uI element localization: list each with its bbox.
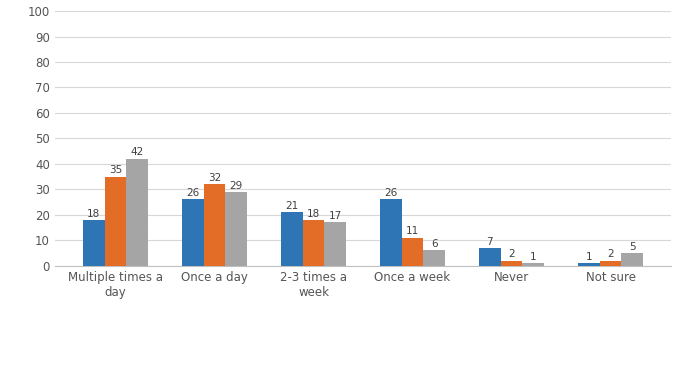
Bar: [203, 184, 225, 266]
Bar: [105, 176, 127, 266]
Bar: [303, 220, 325, 266]
Text: 26: 26: [384, 188, 397, 198]
Legend: Grades 1-4, Grades 5-7, Grades 8-10: Grades 1-4, Grades 5-7, Grades 8-10: [218, 368, 508, 369]
Bar: [479, 248, 501, 266]
Bar: [423, 251, 445, 266]
Bar: [182, 200, 203, 266]
Bar: [127, 159, 148, 266]
Bar: [380, 200, 401, 266]
Bar: [621, 253, 643, 266]
Bar: [401, 238, 423, 266]
Bar: [523, 263, 545, 266]
Text: 7: 7: [486, 237, 493, 246]
Text: 11: 11: [406, 227, 419, 237]
Bar: [325, 223, 346, 266]
Text: 1: 1: [530, 252, 536, 262]
Bar: [225, 192, 247, 266]
Text: 2: 2: [608, 249, 614, 259]
Bar: [281, 212, 303, 266]
Bar: [83, 220, 105, 266]
Text: 17: 17: [329, 211, 342, 221]
Text: 18: 18: [307, 208, 320, 218]
Text: 42: 42: [131, 148, 144, 158]
Text: 6: 6: [431, 239, 438, 249]
Text: 2: 2: [508, 249, 515, 259]
Bar: [599, 261, 621, 266]
Text: 29: 29: [229, 180, 243, 190]
Text: 35: 35: [109, 165, 122, 175]
Bar: [578, 263, 599, 266]
Text: 1: 1: [586, 252, 592, 262]
Text: 32: 32: [208, 173, 221, 183]
Text: 21: 21: [285, 201, 299, 211]
Text: 26: 26: [186, 188, 199, 198]
Text: 5: 5: [629, 242, 636, 252]
Bar: [501, 261, 523, 266]
Text: 18: 18: [87, 208, 100, 218]
